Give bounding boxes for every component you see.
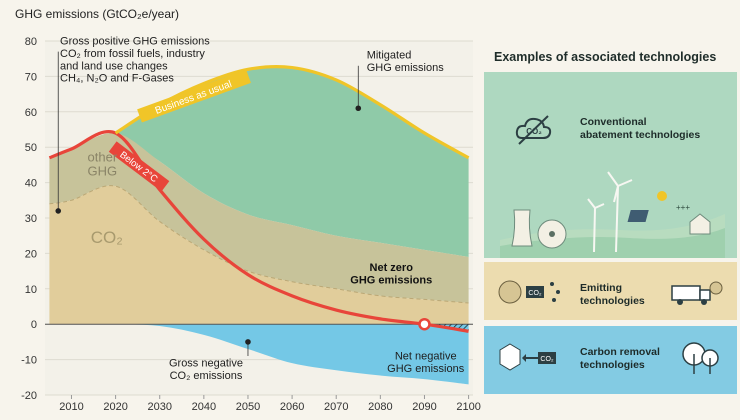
solar-panel-icon (627, 191, 667, 222)
truck-icon (671, 281, 723, 305)
conventional-label: Conventional abatement technologies (580, 116, 701, 141)
x-tick-label: 2070 (324, 401, 348, 413)
y-tick-label: 50 (25, 142, 37, 154)
y-tick-label: 10 (25, 284, 37, 296)
co2-boundary (49, 185, 469, 304)
net-negative-annotation: GHG emissions (387, 363, 465, 375)
x-tick-label: 2010 (59, 401, 83, 413)
gross-positive-annotation: Gross positive GHG emissions (60, 36, 210, 48)
gross-positive-annotation: and land use changes (60, 60, 168, 72)
svg-text:CO₂: CO₂ (526, 127, 542, 136)
net-zero-annotation: GHG emissions (350, 274, 432, 286)
mitigated-leader-dot (355, 105, 362, 112)
mitigated-area (115, 66, 469, 257)
emitting-panel: Emitting technologies CO₂ (484, 262, 737, 320)
nuclear-icon (511, 209, 567, 249)
gross-positive-annotation: CO₂ from fossil fuels, industry (60, 48, 205, 60)
svg-text:CO₂: CO₂ (540, 356, 554, 363)
landscape-icon: +++ (500, 171, 725, 258)
emitting-label: Emitting technologies (580, 282, 645, 307)
wind-turbine-icon (587, 171, 633, 253)
co2-label: CO₂ (91, 228, 123, 247)
co2-cloud-icon: CO₂ (515, 115, 552, 145)
y-tick-label: 30 (25, 213, 37, 225)
mitigated-annotation: Mitigated (367, 50, 412, 62)
chart-title: GHG emissions (GtCO₂e/year) (15, 7, 179, 21)
mitigated-annotation: GHG emissions (367, 62, 445, 74)
y-tick-label: 40 (25, 178, 37, 190)
gross-negative-annotation: Gross negative (169, 358, 243, 370)
other-ghg-label: GHG (88, 164, 118, 179)
removal-label: Carbon removal technologies (580, 346, 660, 371)
co2-emission-icon: CO₂ (498, 280, 560, 304)
negative-area (49, 324, 469, 385)
co2-area (49, 185, 469, 325)
conventional-panel: Conventional abatement technologies CO₂ … (484, 72, 737, 258)
tree-icon (682, 342, 719, 374)
y-tick-label: 60 (25, 107, 37, 119)
y-tick-label: -10 (21, 355, 37, 367)
x-tick-label: 2050 (236, 401, 260, 413)
x-tick-label: 2090 (412, 401, 436, 413)
x-tick-label: 2030 (147, 401, 171, 413)
y-tick-label: -20 (21, 390, 37, 402)
y-tick-label: 70 (25, 71, 37, 83)
below-2c-line (48, 130, 469, 333)
y-tick-label: 0 (31, 319, 37, 331)
x-tick-label: 2100 (456, 401, 480, 413)
co2-capture-icon: CO₂ (499, 343, 556, 371)
panel-title: Examples of associated technologies (494, 50, 717, 64)
gross-positive-leader-dot (55, 208, 62, 214)
x-tick-label: 2020 (103, 401, 127, 413)
net-negative-annotation: Net negative (395, 351, 457, 363)
other-ghg-label: other (88, 149, 118, 164)
removal-panel: Carbon removal technologies CO₂ (484, 326, 737, 394)
net-zero-annotation: Net zero (370, 262, 414, 274)
gross-positive-annotation: CH₄, N₂O and F-Gases (60, 73, 174, 85)
svg-text:+++: +++ (676, 203, 690, 212)
x-tick-label: 2080 (368, 401, 392, 413)
y-tick-label: 20 (25, 248, 37, 260)
gross-negative-leader-dot (245, 339, 251, 345)
y-tick-label: 80 (25, 36, 37, 48)
gross-negative-annotation: CO₂ emissions (170, 370, 243, 382)
svg-text:CO₂: CO₂ (528, 290, 542, 297)
house-icon (689, 213, 711, 235)
x-tick-label: 2040 (192, 401, 216, 413)
net-zero-marker (418, 317, 431, 331)
x-tick-label: 2060 (280, 401, 304, 413)
